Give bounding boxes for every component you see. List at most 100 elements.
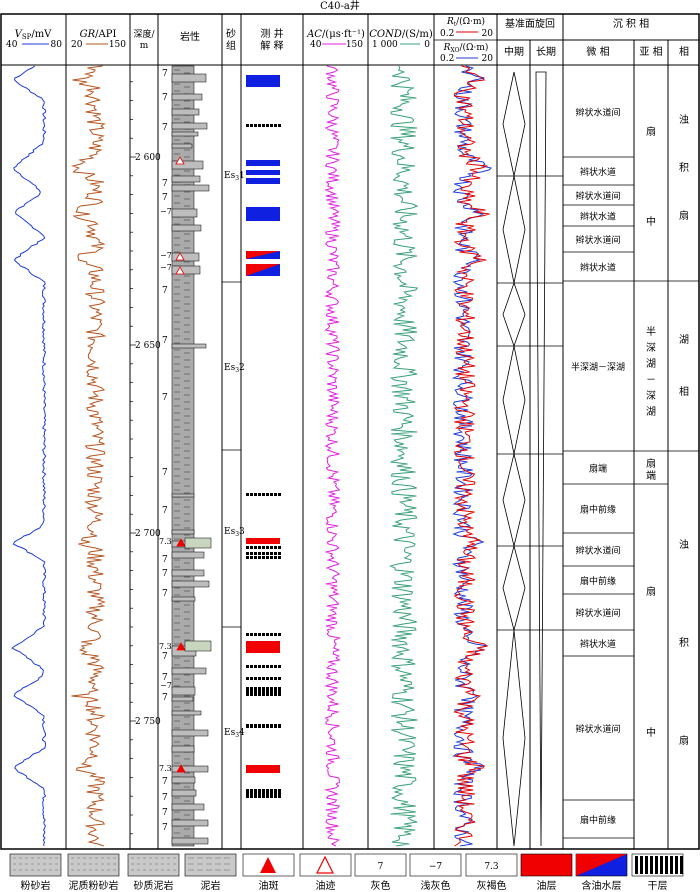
legend-code: 7 [378, 862, 384, 872]
svg-text:0.2: 0.2 [440, 29, 454, 39]
svg-text:测 井: 测 井 [260, 27, 283, 40]
facies-char: 扇 [646, 125, 656, 138]
svg-text:微 相: 微 相 [586, 45, 609, 58]
legend-item: 泥岩 [184, 853, 237, 892]
rxo-curve [451, 65, 493, 847]
svg-text:组: 组 [226, 39, 236, 52]
svg-text:Es31: Es31 [224, 171, 245, 182]
svg-text:40: 40 [6, 40, 18, 50]
micro-facies-label: 扇中前缘 [580, 575, 616, 587]
oil-layer [246, 538, 280, 544]
svg-text:20: 20 [482, 54, 494, 64]
svg-text:基准面旋回: 基准面旋回 [505, 17, 555, 30]
micro-facies-label: 辫状水道间 [575, 607, 620, 619]
midterm-cycle [502, 175, 526, 284]
rt-curve [453, 65, 490, 847]
oil-trace-mark [175, 252, 185, 261]
micro-facies-label: 辫状水道 [580, 211, 616, 223]
litho-color-code: 7.3 [159, 642, 172, 651]
litho-color-code: 7 [162, 793, 168, 803]
facies-char: 扇 [679, 734, 689, 747]
water-layer [246, 170, 280, 175]
facies-char: － [646, 375, 656, 386]
facies-char: 相 [679, 385, 689, 398]
header-sand-group: 砂 组 [226, 27, 236, 52]
litho-color-code: −7 [160, 207, 172, 216]
depth-axis: 2 600 2 650 2 700 2 750 [130, 81, 161, 835]
frame [0, 13, 700, 850]
ac-curve [323, 65, 342, 847]
legend-label: 油斑 [259, 879, 279, 892]
facies-char: 积 [679, 637, 689, 649]
svg-text:长期: 长期 [536, 46, 556, 58]
facies-char: 积 [679, 162, 689, 174]
dry-layer [246, 687, 281, 696]
svg-text:m: m [140, 41, 149, 51]
micro-facies-label: 扇中前缘 [580, 504, 616, 516]
header-interpretation: 测 井 解 释 [260, 27, 283, 52]
dry-layer [246, 633, 281, 636]
sand-group-dividers [222, 281, 241, 628]
dry-layer [246, 124, 281, 127]
micro-facies-label: 辫状水道间 [575, 107, 620, 119]
header-depth: 深度/ m [133, 28, 155, 51]
header-lithology: 岩性 [180, 30, 200, 43]
svg-text:VSP/mV: VSP/mV [15, 29, 53, 41]
litho-color-code: 7.3 [159, 764, 172, 773]
facies-char: 深 [646, 342, 656, 354]
oil-layer [246, 765, 280, 773]
dry-layer [246, 789, 281, 798]
cond-curve [389, 65, 419, 847]
oil-trace-mark [175, 266, 185, 275]
facies-char: 端 [646, 469, 656, 482]
svg-text:20: 20 [71, 40, 83, 50]
svg-text:150: 150 [109, 40, 126, 50]
legend-item: 油斑 [242, 853, 295, 892]
facies-char: 扇 [646, 457, 656, 470]
gr-curve [71, 65, 107, 847]
facies-char: 湖 [679, 334, 689, 346]
header-cycle: 基准面旋回 中期 长期 [504, 17, 556, 58]
svg-text:80: 80 [51, 40, 63, 50]
water-layer [246, 75, 280, 87]
midterm-cycle [502, 544, 526, 632]
litho-color-code: 7 [162, 123, 168, 133]
litho-color-code: 7 [162, 336, 168, 346]
legend-label: 浅灰色 [421, 879, 451, 892]
svg-text:40: 40 [310, 40, 322, 50]
midterm-cycle [502, 629, 526, 847]
midterm-cycle [502, 453, 526, 547]
svg-text:0: 0 [424, 40, 430, 50]
litho-color-code: 7 [162, 673, 168, 683]
litho-color-code: 7 [162, 393, 168, 403]
legend-item: 泥质粉砂岩 [67, 853, 120, 892]
micro-facies-label: 辫状水道间 [575, 190, 620, 202]
legend-label: 灰色 [371, 879, 391, 892]
litho-color-code: 7.3 [159, 537, 172, 546]
micro-facies-label: 辫状水道间 [575, 545, 620, 557]
micro-facies-label: 辫状水道 [580, 262, 616, 274]
water-layer [246, 178, 280, 184]
legend-label: 油层 [537, 879, 557, 892]
legend-item: 油迹 [299, 853, 352, 892]
legend-label: 砂质泥岩 [134, 879, 174, 892]
legend-label: 粉砂岩 [21, 879, 51, 892]
sand-group-labels: Es31 Es32 Es33 Es34 [224, 171, 245, 739]
legend-item: 粉砂岩 [9, 853, 62, 892]
litho-color-code: 7 [162, 652, 168, 662]
svg-text:中期: 中期 [504, 45, 524, 58]
svg-text:COND/(S/m): COND/(S/m) [369, 29, 433, 40]
micro-facies-label: 扇端 [589, 463, 607, 475]
litho-color-code: 7 [162, 93, 168, 103]
facies-char: 扇 [646, 585, 656, 598]
svg-text:0.2: 0.2 [440, 54, 454, 64]
interpretation-column [246, 75, 281, 798]
facies-column: 辫状水道间辫状水道辫状水道间辫状水道辫状水道间辫状水道半深湖－深湖扇端扇中前缘辫… [563, 107, 699, 839]
legend-label: 泥岩 [201, 879, 221, 892]
facies-char: 深 [646, 390, 656, 402]
micro-facies-label: 辫状水道 [580, 166, 616, 178]
dry-layer [246, 546, 281, 549]
litho-color-code: 7 [162, 468, 168, 478]
well-title: C40-a井 [320, 0, 360, 12]
